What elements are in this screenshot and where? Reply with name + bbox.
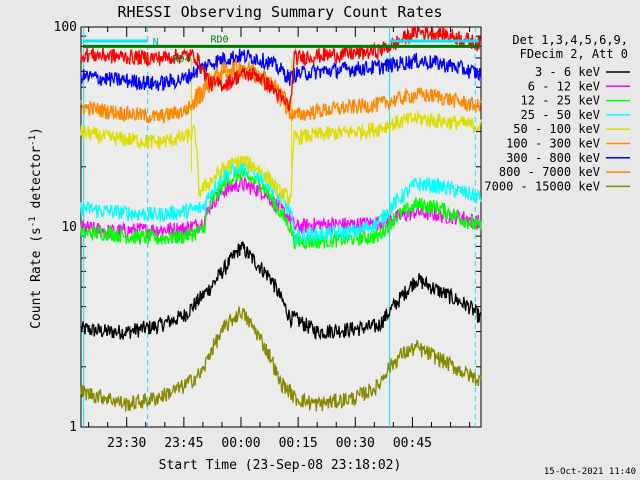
y-tick-label: 10 <box>61 220 77 235</box>
series-layer <box>80 25 482 412</box>
series-line <box>80 48 482 92</box>
footer-timestamp: 15-Oct-2021 11:40 <box>544 467 636 477</box>
legend-header-1: Det 1,3,4,5,6,9, <box>512 33 628 47</box>
x-tick-label: 00:30 <box>336 436 375 451</box>
series-line <box>80 241 482 341</box>
x-tick-label: 23:30 <box>107 436 146 451</box>
legend-label: 800 - 7000 keV <box>499 165 600 179</box>
night-label: N <box>153 37 159 48</box>
legend-label: 7000 - 15000 keV <box>484 179 600 193</box>
chart-title: RHESSI Observing Summary Count Rates <box>117 3 442 21</box>
x-tick-label: 00:00 <box>221 436 260 451</box>
x-tick-label: 23:45 <box>164 436 203 451</box>
series-line <box>80 166 482 251</box>
x-axis-ticks: 23:30 23:45 00:00 00:15 00:30 00:45 <box>88 27 471 451</box>
y-tick-label: 100 <box>54 20 77 35</box>
legend-label: 3 - 6 keV <box>535 65 600 79</box>
rd4-label: RD4 <box>172 54 190 65</box>
y-axis-label: Count Rate (s-1 detector-1) <box>28 127 44 329</box>
series-line <box>80 110 482 204</box>
legend-label: 6 - 12 keV <box>528 79 600 93</box>
legend-header-2: FDecim 2, Att 0 <box>520 47 628 61</box>
x-tick-label: 00:45 <box>393 436 432 451</box>
y-tick-label: 1 <box>69 420 77 435</box>
rd0-label: RD0 <box>211 34 229 45</box>
y-axis-label-end: ) <box>29 127 44 135</box>
legend-label: 25 - 50 keV <box>521 108 600 122</box>
legend-label: 50 - 100 keV <box>513 122 600 136</box>
y-axis-label-sup2: -1 <box>28 135 38 146</box>
x-tick-label: 00:15 <box>279 436 318 451</box>
legend: Det 1,3,4,5,6,9, FDecim 2, Att 0 3 - 6 k… <box>484 33 630 193</box>
annotations: N RD0 RD4 <box>83 34 479 65</box>
legend-label: 100 - 300 keV <box>506 137 600 151</box>
y-axis-label-sup: -1 <box>28 216 38 227</box>
legend-label: 12 - 25 keV <box>521 94 600 108</box>
series-line <box>80 25 482 114</box>
legend-label: 300 - 800 keV <box>506 151 600 165</box>
y-axis-label-main: Count Rate (s <box>29 227 44 329</box>
y-axis-label-rest: detector <box>29 146 44 217</box>
series-line <box>80 306 482 412</box>
x-axis-label: Start Time (23-Sep-08 23:18:02) <box>159 458 402 473</box>
series-line <box>80 63 482 124</box>
